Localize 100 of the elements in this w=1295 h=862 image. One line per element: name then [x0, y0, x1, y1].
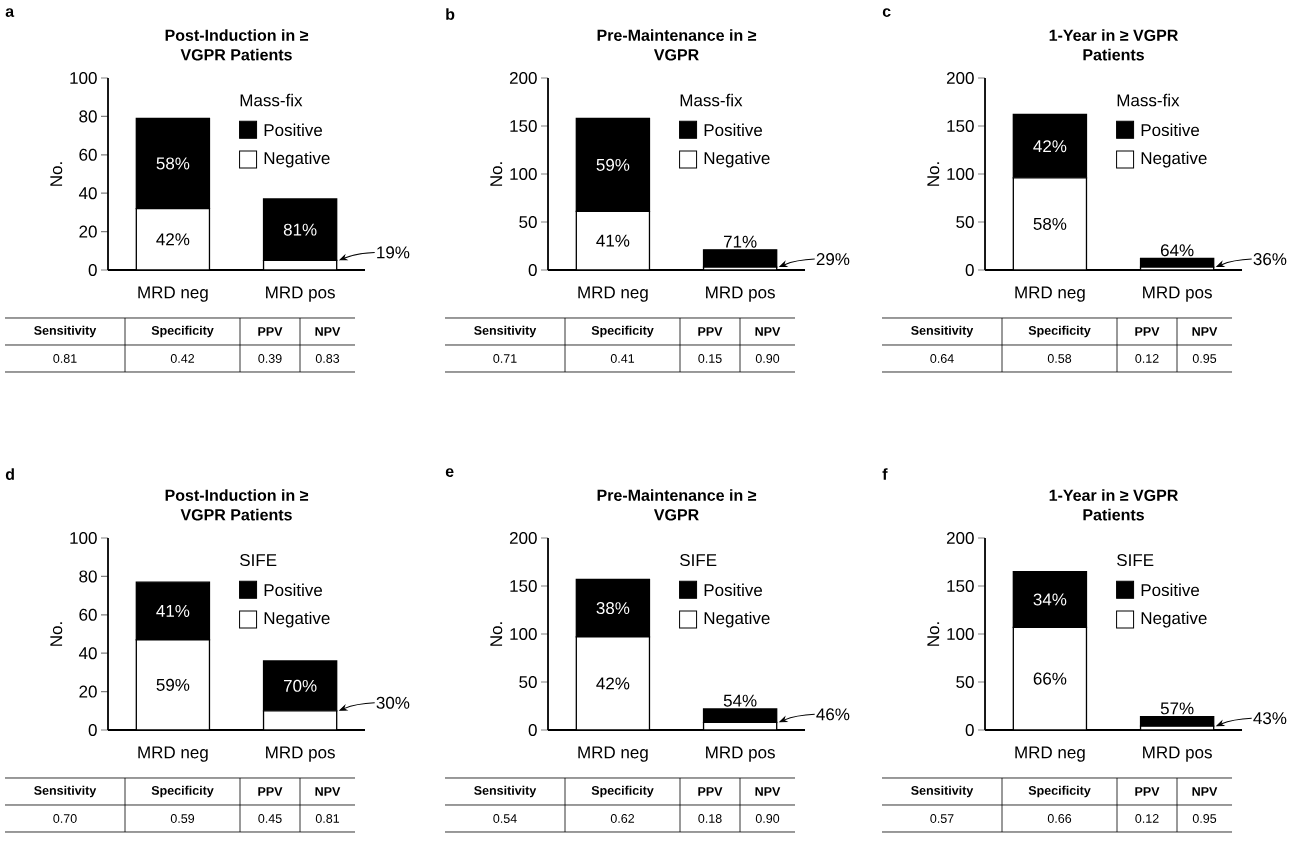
x-tick-label: MRD neg [578, 746, 648, 762]
y-tick-label: 100 [70, 71, 97, 85]
y-tick-label: 100 [510, 167, 537, 181]
text: e [445, 468, 454, 477]
text: 0.12 [1135, 354, 1159, 363]
text: PPV [1135, 327, 1160, 336]
y-tick-label: 100 [510, 627, 537, 641]
text: c [882, 8, 891, 17]
legend-label: Negative [1141, 611, 1207, 628]
legend-label: Negative [264, 151, 330, 168]
text: 0.90 [755, 814, 780, 823]
text: NPV [755, 787, 781, 796]
text: Specificity [151, 785, 214, 798]
y-tick-label: 100 [70, 531, 97, 545]
text: NPV [315, 327, 341, 336]
text: 46% [816, 708, 850, 721]
text: Specificity [591, 325, 654, 338]
legend-title: SIFE [1117, 554, 1154, 567]
text: 0.18 [698, 814, 722, 823]
text: Sensitivity [34, 785, 97, 798]
x-tick-label: MRD pos [706, 746, 775, 762]
annotation: 42% [1033, 140, 1067, 153]
text: 0.83 [315, 354, 340, 363]
annotation: 54% [723, 694, 757, 707]
text: Sensitivity [911, 325, 974, 338]
text: Specificity [151, 325, 214, 338]
text: PPV [1135, 787, 1160, 796]
y-tick-label: 60 [79, 608, 97, 621]
text: 0.15 [698, 354, 722, 363]
legend-label: Positive [1141, 123, 1200, 137]
y-tick-label: 0 [965, 263, 974, 277]
text: 0.90 [755, 354, 780, 363]
legend-label: Negative [264, 611, 330, 628]
y-tick-label: 100 [947, 627, 974, 641]
text: PPV [698, 787, 723, 796]
y-tick-label: 150 [510, 119, 537, 133]
annotation: 41% [156, 605, 190, 617]
y-tick-label: 200 [509, 531, 537, 545]
annotation: 59% [596, 158, 630, 171]
legend-label: Negative [1141, 151, 1207, 168]
text: 0.54 [493, 814, 517, 823]
text: Specificity [591, 785, 654, 798]
chart-title: 1-Year in ≥ VGPR Patients [1049, 29, 1179, 61]
text: NPV [1192, 327, 1218, 336]
text: NPV [755, 327, 781, 336]
y-axis-title: No. [490, 622, 503, 646]
x-tick-label: MRD neg [138, 286, 208, 302]
y-tick-label: 100 [947, 167, 974, 181]
y-tick-label: 200 [509, 71, 537, 85]
text: 30% [376, 696, 410, 709]
text: 0.39 [258, 354, 282, 363]
y-axis-title: No. [490, 162, 503, 186]
text: 0.12 [1135, 814, 1159, 823]
y-tick-label: 0 [528, 723, 537, 737]
annotation: 34% [1033, 593, 1067, 606]
annotation: 58% [1033, 217, 1067, 230]
text: Specificity [1028, 785, 1091, 798]
y-tick-label: 50 [519, 215, 537, 229]
text: 0.71 [493, 354, 517, 363]
text: 0.66 [1047, 814, 1072, 823]
y-tick-label: 50 [956, 675, 974, 689]
chart-title: Pre-Maintenance in ≥ VGPR [597, 489, 757, 521]
annotation: 38% [596, 602, 630, 615]
annotation: 41% [596, 234, 630, 247]
x-tick-label: MRD neg [138, 746, 208, 762]
y-axis-title: No. [927, 622, 940, 646]
chart-title: Pre-Maintenance in ≥ VGPR [597, 29, 757, 61]
annotation: 57% [1160, 702, 1194, 715]
text: 43% [1253, 712, 1287, 725]
text: PPV [698, 327, 723, 336]
text: Sensitivity [474, 785, 537, 798]
y-tick-label: 0 [965, 723, 974, 737]
annotation: 71% [723, 235, 757, 248]
x-tick-label: MRD neg [1015, 286, 1085, 302]
chart-title: 1-Year in ≥ VGPR Patients [1049, 489, 1179, 521]
legend-title: SIFE [680, 554, 717, 567]
text: PPV [258, 327, 283, 336]
annotation: 42% [596, 677, 630, 690]
x-tick-label: MRD neg [578, 286, 648, 302]
text: f [882, 468, 888, 480]
text: 0.95 [1192, 354, 1217, 363]
y-tick-label: 200 [946, 531, 974, 545]
legend-title: SIFE [240, 554, 277, 567]
text: 0.64 [930, 354, 954, 363]
legend-title: Mass-fix [240, 93, 303, 107]
bar [702, 249, 778, 268]
legend-title: Mass-fix [1117, 93, 1180, 107]
text: 0.57 [930, 814, 954, 823]
text: Sensitivity [474, 325, 537, 338]
legend-label: Positive [264, 583, 323, 597]
y-axis-title: No. [927, 162, 940, 186]
text: 0.70 [53, 814, 77, 823]
text: 0.59 [170, 814, 195, 823]
y-tick-label: 0 [528, 263, 537, 277]
y-tick-label: 20 [79, 225, 97, 238]
text: 0.58 [1047, 354, 1072, 363]
x-tick-label: MRD neg [1015, 746, 1085, 762]
chart-title: Post-Induction in ≥ VGPR Patients [165, 29, 309, 61]
y-tick-label: 40 [78, 187, 97, 200]
text: 0.95 [1192, 814, 1217, 823]
